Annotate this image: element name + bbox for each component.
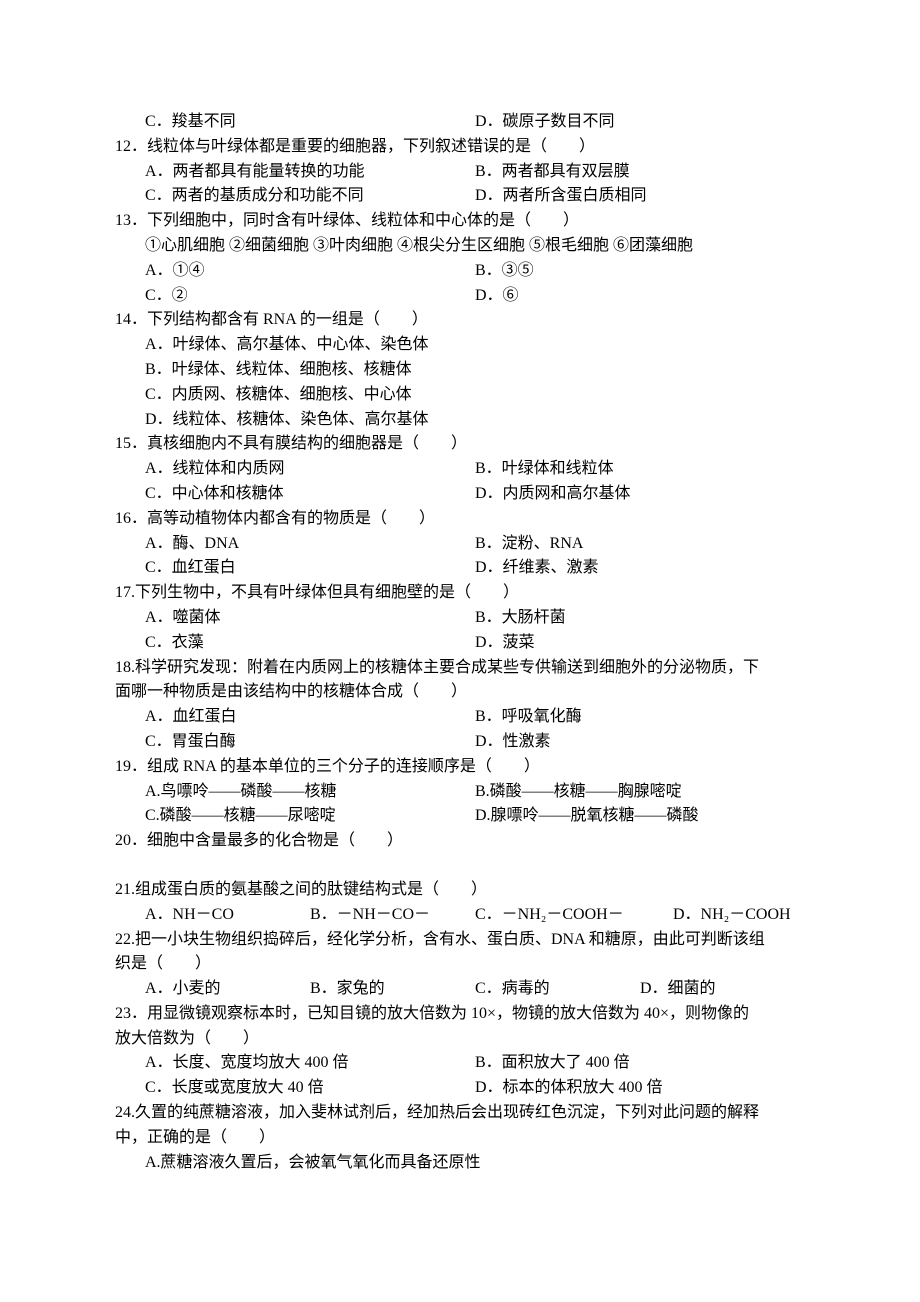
- q13-stem: 13．下列细胞中，同时含有叶绿体、线粒体和中心体的是（ ）: [115, 209, 805, 234]
- q23-options-row1: A．长度、宽度均放大 400 倍 B．面积放大了 400 倍: [115, 1051, 805, 1076]
- blank-line: [115, 854, 805, 878]
- q23-stem-line1: 23．用显微镜观察标本时，已知目镜的放大倍数为 10×，物镜的放大倍数为 40×…: [115, 1002, 805, 1027]
- q21-stem: 21.组成蛋白质的氨基酸之间的肽键结构式是（ ）: [115, 878, 805, 903]
- q19-option-d: D.腺嘌呤——脱氧核糖——磷酸: [475, 804, 805, 829]
- q22-options-row: A．小麦的 B．家兔的 C．病毒的 D．细菌的: [115, 977, 805, 1002]
- q14-option-c: C．内质网、核糖体、细胞核、中心体: [115, 383, 805, 408]
- q15-stem: 15．真核细胞内不具有膜结构的细胞器是（ ）: [115, 432, 805, 457]
- q24-stem-line2: 中，正确的是（ ）: [115, 1126, 805, 1151]
- q11-option-c: C．羧基不同: [145, 110, 475, 135]
- q18-option-b: B．呼吸氧化酶: [475, 705, 805, 730]
- q13-substem: ①心肌细胞 ②细菌细胞 ③叶肉细胞 ④根尖分生区细胞 ⑤根毛细胞 ⑥团藻细胞: [115, 234, 805, 259]
- q23-option-b: B．面积放大了 400 倍: [475, 1051, 805, 1076]
- q23-option-c: C．长度或宽度放大 40 倍: [145, 1076, 475, 1101]
- q18-stem-line1: 18.科学研究发现：附着在内质网上的核糖体主要合成某些专供输送到细胞外的分泌物质…: [115, 656, 805, 681]
- q19-options-row1: A.鸟嘌呤——磷酸——核糖 B.磷酸——核糖——胸腺嘧啶: [115, 780, 805, 805]
- q12-option-a: A．两者都具有能量转换的功能: [145, 160, 475, 185]
- q18-option-d: D．性激素: [475, 730, 805, 755]
- q24-option-a: A.蔗糖溶液久置后，会被氧气氧化而具备还原性: [115, 1151, 805, 1176]
- q16-stem: 16．高等动植物体内都含有的物质是（ ）: [115, 507, 805, 532]
- q18-stem-line2: 面哪一种物质是由该结构中的核糖体合成（ ）: [115, 680, 805, 705]
- q23-option-d: D．标本的体积放大 400 倍: [475, 1076, 805, 1101]
- q15-option-a: A．线粒体和内质网: [145, 457, 475, 482]
- q20-stem: 20．细胞中含量最多的化合物是（ ）: [115, 829, 805, 854]
- q22-option-c: C．病毒的: [475, 977, 640, 1002]
- q17-options-row2: C．衣藻 D．菠菜: [115, 631, 805, 656]
- q14-stem: 14．下列结构都含有 RNA 的一组是（ ）: [115, 308, 805, 333]
- q21-option-a: A．NH－CO: [145, 903, 310, 928]
- q14-option-b: B．叶绿体、线粒体、细胞核、核糖体: [115, 358, 805, 383]
- q23-stem-line2: 放大倍数为（ ）: [115, 1027, 805, 1052]
- q22-option-a: A．小麦的: [145, 977, 310, 1002]
- q14-option-d: D．线粒体、核糖体、染色体、高尔基体: [115, 408, 805, 433]
- q11-options-row2: C．羧基不同 D．碳原子数目不同: [115, 110, 805, 135]
- q17-stem: 17.下列生物中，不具有叶绿体但具有细胞壁的是（ ）: [115, 581, 805, 606]
- q19-option-a: A.鸟嘌呤——磷酸——核糖: [145, 780, 475, 805]
- q12-option-b: B．两者都具有双层膜: [475, 160, 805, 185]
- q12-option-c: C．两者的基质成分和功能不同: [145, 184, 475, 209]
- q16-option-c: C．血红蛋白: [145, 556, 475, 581]
- q13-options-row2: C．② D．⑥: [115, 284, 805, 309]
- q24-stem-line1: 24.久置的纯蔗糖溶液，加入斐林试剂后，经加热后会出现砖红色沉淀，下列对此问题的…: [115, 1101, 805, 1126]
- q16-options-row2: C．血红蛋白 D．纤维素、激素: [115, 556, 805, 581]
- q18-options-row1: A．血红蛋白 B．呼吸氧化酶: [115, 705, 805, 730]
- q17-option-a: A．噬菌体: [145, 606, 475, 631]
- q19-option-b: B.磷酸——核糖——胸腺嘧啶: [475, 780, 805, 805]
- q12-options-row1: A．两者都具有能量转换的功能 B．两者都具有双层膜: [115, 160, 805, 185]
- q22-option-d: D．细菌的: [640, 977, 805, 1002]
- q13-option-d: D．⑥: [475, 284, 805, 309]
- q21-options-row: A．NH－CO B．－NH－CO－ C．－NH₂－COOH－ D．NH₂－COO…: [115, 903, 805, 928]
- q16-options-row1: A．酶、DNA B．淀粉、RNA: [115, 532, 805, 557]
- q16-option-a: A．酶、DNA: [145, 532, 475, 557]
- q18-option-c: C．胃蛋白酶: [145, 730, 475, 755]
- q15-option-d: D．内质网和高尔基体: [475, 482, 805, 507]
- q16-option-d: D．纤维素、激素: [475, 556, 805, 581]
- q22-stem-line1: 22.把一小块生物组织捣碎后，经化学分析，含有水、蛋白质、DNA 和糖原，由此可…: [115, 928, 805, 953]
- q12-option-d: D．两者所含蛋白质相同: [475, 184, 805, 209]
- q19-options-row2: C.磷酸——核糖——尿嘧啶 D.腺嘌呤——脱氧核糖——磷酸: [115, 804, 805, 829]
- q18-options-row2: C．胃蛋白酶 D．性激素: [115, 730, 805, 755]
- q17-option-d: D．菠菜: [475, 631, 805, 656]
- q14-option-a: A．叶绿体、高尔基体、中心体、染色体: [115, 333, 805, 358]
- q23-option-a: A．长度、宽度均放大 400 倍: [145, 1051, 475, 1076]
- q13-option-b: B．③⑤: [475, 259, 805, 284]
- q21-option-d: D．NH₂－COOH: [673, 903, 805, 928]
- q12-stem: 12．线粒体与叶绿体都是重要的细胞器，下列叙述错误的是（ ）: [115, 135, 805, 160]
- q21-option-b: B．－NH－CO－: [310, 903, 475, 928]
- q13-option-c: C．②: [145, 284, 475, 309]
- q16-option-b: B．淀粉、RNA: [475, 532, 805, 557]
- q13-option-a: A．①④: [145, 259, 475, 284]
- q17-option-c: C．衣藻: [145, 631, 475, 656]
- q12-options-row2: C．两者的基质成分和功能不同 D．两者所含蛋白质相同: [115, 184, 805, 209]
- q19-option-c: C.磷酸——核糖——尿嘧啶: [145, 804, 475, 829]
- q17-options-row1: A．噬菌体 B．大肠杆菌: [115, 606, 805, 631]
- q18-option-a: A．血红蛋白: [145, 705, 475, 730]
- q21-option-c: C．－NH₂－COOH－: [475, 903, 673, 928]
- q22-stem-line2: 织是（ ）: [115, 952, 805, 977]
- q23-options-row2: C．长度或宽度放大 40 倍 D．标本的体积放大 400 倍: [115, 1076, 805, 1101]
- q15-options-row2: C．中心体和核糖体 D．内质网和高尔基体: [115, 482, 805, 507]
- q15-option-c: C．中心体和核糖体: [145, 482, 475, 507]
- q15-options-row1: A．线粒体和内质网 B．叶绿体和线粒体: [115, 457, 805, 482]
- q17-option-b: B．大肠杆菌: [475, 606, 805, 631]
- q15-option-b: B．叶绿体和线粒体: [475, 457, 805, 482]
- q13-options-row1: A．①④ B．③⑤: [115, 259, 805, 284]
- q19-stem: 19．组成 RNA 的基本单位的三个分子的连接顺序是（ ）: [115, 755, 805, 780]
- q22-option-b: B．家兔的: [310, 977, 475, 1002]
- q11-option-d: D．碳原子数目不同: [475, 110, 805, 135]
